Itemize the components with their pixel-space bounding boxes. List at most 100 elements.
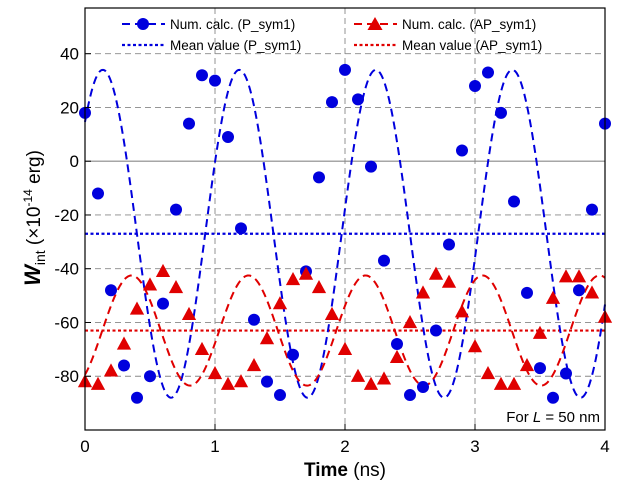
point-ap-36 xyxy=(545,290,561,304)
point-p-8 xyxy=(183,117,195,130)
point-p-20 xyxy=(339,63,351,76)
tick-label-y-0: 40 xyxy=(60,45,79,64)
fit-curves xyxy=(84,68,606,399)
point-ap-5 xyxy=(142,277,158,291)
point-ap-33 xyxy=(506,376,522,390)
point-ap-13 xyxy=(246,357,262,372)
point-ap-31 xyxy=(480,366,496,380)
point-p-3 xyxy=(118,359,130,372)
tick-label-y-3: -20 xyxy=(54,206,79,225)
point-ap-30 xyxy=(467,339,483,353)
point-p-28 xyxy=(443,238,455,251)
legend-label-p-mean: Mean value (P_sym1) xyxy=(170,38,301,53)
point-p-22 xyxy=(365,160,377,173)
data-markers xyxy=(77,63,613,404)
point-p-25 xyxy=(404,389,416,402)
point-p-29 xyxy=(456,144,468,157)
point-p-13 xyxy=(248,313,260,326)
point-ap-10 xyxy=(207,366,223,380)
legend-marker-ap-calc xyxy=(367,17,383,30)
point-ap-6 xyxy=(155,263,171,278)
point-ap-39 xyxy=(584,285,600,299)
point-p-6 xyxy=(157,297,169,310)
point-p-14 xyxy=(261,375,273,388)
legend-label-p-calc: Num. calc. (P_sym1) xyxy=(170,17,295,32)
point-p-4 xyxy=(131,391,143,404)
point-ap-38 xyxy=(571,269,587,283)
y-axis-title: Wint (×10-14 erg) xyxy=(20,150,48,286)
point-ap-19 xyxy=(324,306,340,321)
point-p-2 xyxy=(105,284,117,297)
point-ap-25 xyxy=(402,314,418,329)
point-p-23 xyxy=(378,254,390,267)
point-p-34 xyxy=(521,286,533,299)
point-p-26 xyxy=(417,380,429,393)
tick-label-y-6: -80 xyxy=(54,367,79,386)
tick-label-y-5: -60 xyxy=(54,313,79,332)
point-p-31 xyxy=(482,66,494,79)
point-ap-9 xyxy=(194,341,210,355)
point-ap-23 xyxy=(376,371,392,385)
point-ap-21 xyxy=(350,368,366,382)
point-ap-1 xyxy=(90,376,106,390)
tick-label-y-1: 20 xyxy=(60,98,79,117)
legend-marker-p-calc xyxy=(137,18,149,30)
point-ap-32 xyxy=(493,376,509,390)
point-ap-18 xyxy=(311,280,327,294)
point-p-1 xyxy=(92,187,104,200)
point-p-37 xyxy=(560,367,572,380)
point-p-36 xyxy=(547,391,559,404)
point-p-32 xyxy=(495,106,507,119)
fit-curve-p xyxy=(84,68,606,399)
tick-label-x-1: 1 xyxy=(210,437,219,456)
point-ap-29 xyxy=(454,304,470,318)
point-p-24 xyxy=(391,337,403,350)
point-ap-14 xyxy=(259,331,275,345)
point-ap-20 xyxy=(337,341,353,355)
point-ap-26 xyxy=(415,285,431,299)
point-p-5 xyxy=(144,370,156,383)
point-p-19 xyxy=(326,96,338,109)
point-p-18 xyxy=(313,171,325,184)
point-ap-11 xyxy=(220,376,236,390)
tick-label-x-4: 4 xyxy=(600,437,609,456)
point-ap-17 xyxy=(298,266,314,280)
point-ap-34 xyxy=(519,357,535,372)
point-p-7 xyxy=(170,203,182,216)
tick-label-x-2: 2 xyxy=(340,437,349,456)
point-ap-27 xyxy=(428,266,444,280)
tick-label-y-2: 0 xyxy=(70,152,79,171)
point-p-33 xyxy=(508,195,520,208)
point-p-10 xyxy=(209,74,221,87)
point-ap-2 xyxy=(103,363,119,377)
point-p-16 xyxy=(287,348,299,361)
tick-label-y-4: -40 xyxy=(54,260,79,279)
point-ap-16 xyxy=(285,271,301,286)
point-ap-3 xyxy=(116,336,132,350)
axis-ticks: 0 1 2 3 4 40 20 0 -20 -40 -60 -80 xyxy=(54,45,609,456)
fit-curve-ap xyxy=(84,274,606,387)
point-ap-7 xyxy=(168,280,184,294)
point-ap-15 xyxy=(272,296,288,310)
legend-label-ap-mean: Mean value (AP_sym1) xyxy=(402,38,542,53)
tick-label-x-3: 3 xyxy=(470,437,479,456)
point-ap-28 xyxy=(441,274,457,288)
point-p-12 xyxy=(235,222,247,235)
point-p-9 xyxy=(196,69,208,82)
length-annotation: For L = 50 nm xyxy=(506,409,600,426)
mean-lines xyxy=(85,232,605,332)
point-ap-37 xyxy=(558,269,574,283)
legend: Num. calc. (P_sym1) Num. calc. (AP_sym1)… xyxy=(122,17,542,53)
point-p-27 xyxy=(430,324,442,337)
point-p-11 xyxy=(222,131,234,144)
point-ap-24 xyxy=(389,349,405,364)
point-ap-4 xyxy=(129,301,145,315)
point-p-30 xyxy=(469,79,481,92)
point-ap-12 xyxy=(233,374,249,388)
point-p-39 xyxy=(586,203,598,216)
point-ap-35 xyxy=(532,325,548,339)
point-p-38 xyxy=(573,284,585,297)
point-ap-22 xyxy=(363,376,379,390)
point-p-21 xyxy=(352,93,364,106)
